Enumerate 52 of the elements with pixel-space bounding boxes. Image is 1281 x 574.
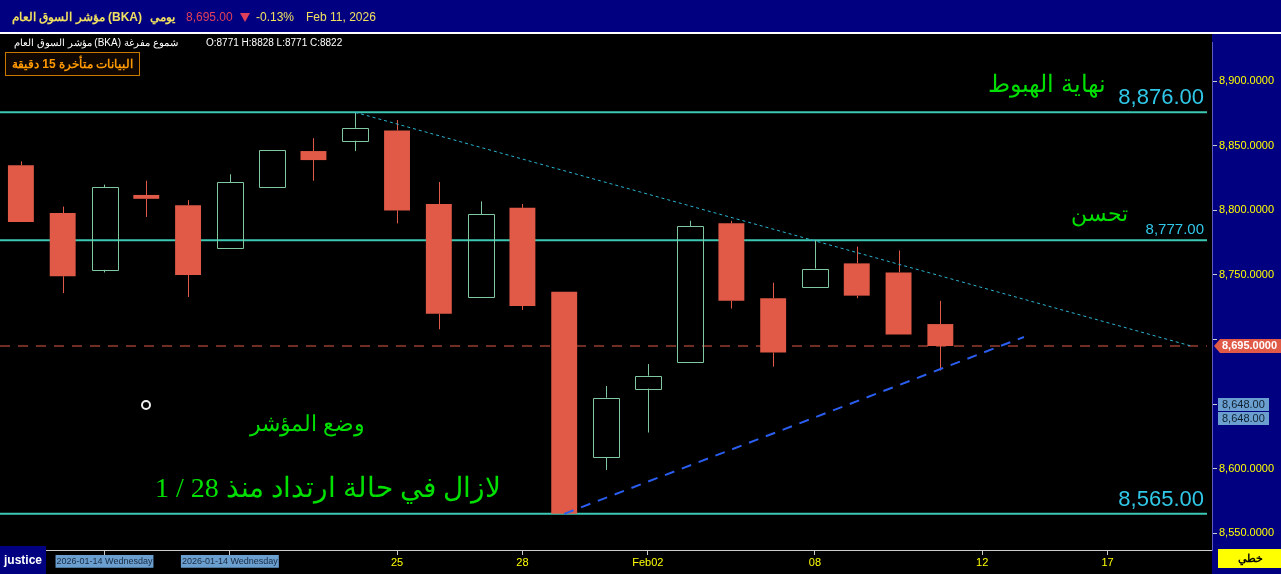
candlestick: [802, 239, 829, 288]
annotation: نهاية الهبوط: [988, 70, 1106, 97]
ref-line-label: 8,876.00: [1118, 84, 1204, 110]
text: خطي: [1218, 549, 1281, 568]
candlestick: [718, 220, 745, 310]
candlestick: [468, 200, 495, 298]
annotation: البيانات متأخرة 15 دقيقة: [5, 52, 141, 76]
candlestick: [509, 203, 536, 311]
text: 8,695.00: [186, 10, 233, 24]
candlestick: [635, 363, 662, 434]
ref-line-label: 8,565.00: [1118, 485, 1204, 511]
text: 8,648.00: [1218, 398, 1269, 411]
candlestick: [49, 206, 76, 294]
y-tick-label: 8,850.0000: [1219, 138, 1275, 151]
text: -0.13%: [256, 10, 295, 24]
x-tick-label: 08: [808, 555, 822, 568]
annotation: تحسن: [1071, 201, 1128, 226]
candlestick: [593, 385, 620, 471]
x-tick-label: Feb02: [632, 555, 664, 568]
candlestick: [7, 160, 34, 223]
x-tick-label: 2026-01-14 Wednesday: [56, 555, 153, 566]
text: 8,648.00: [1218, 412, 1269, 425]
candlestick: [677, 220, 704, 363]
candlestick: [384, 119, 410, 224]
x-tick-label: 28: [516, 555, 529, 568]
text: Feb 11, 2026: [306, 10, 376, 24]
candlestick: [843, 246, 870, 299]
candlestick: [175, 199, 202, 298]
y-tick-label: 8,750.0000: [1219, 268, 1275, 281]
annotation: وضع المؤشر: [250, 411, 365, 436]
candlestick: [885, 249, 912, 335]
candlestick: [217, 173, 244, 249]
candlestick: [425, 181, 452, 330]
annotation: لازال في حالة ارتداد منذ 28 / 1: [155, 472, 501, 503]
text: justice: [0, 546, 47, 574]
candlestick: [133, 180, 160, 218]
ref-line-label: 8,695.0000: [1222, 339, 1278, 352]
x-tick-label: 17: [1101, 555, 1114, 568]
ref-line-label: 8,777.00: [1145, 219, 1204, 237]
x-tick-label: 12: [976, 555, 989, 568]
text: يومي: [150, 10, 175, 24]
y-tick-label: 8,600.0000: [1219, 461, 1275, 474]
x-tick-label: 2026-01-14 Wednesday: [181, 555, 279, 566]
chart-subtitle: مؤشر السوق العام (BKA) شموع مفرغة: [14, 37, 178, 48]
y-tick-label: 8,800.0000: [1219, 203, 1275, 216]
candlestick: [300, 137, 327, 182]
candlestick: [342, 111, 369, 152]
y-tick-label: 8,550.0000: [1219, 526, 1275, 539]
chart-title: مؤشر السوق العام (BKA): [12, 10, 142, 24]
x-tick-label: 25: [390, 555, 404, 568]
y-tick-label: 8,900.0000: [1219, 74, 1275, 87]
annotation: O:8771 H:8828 L:8771 C:8822: [206, 37, 343, 48]
